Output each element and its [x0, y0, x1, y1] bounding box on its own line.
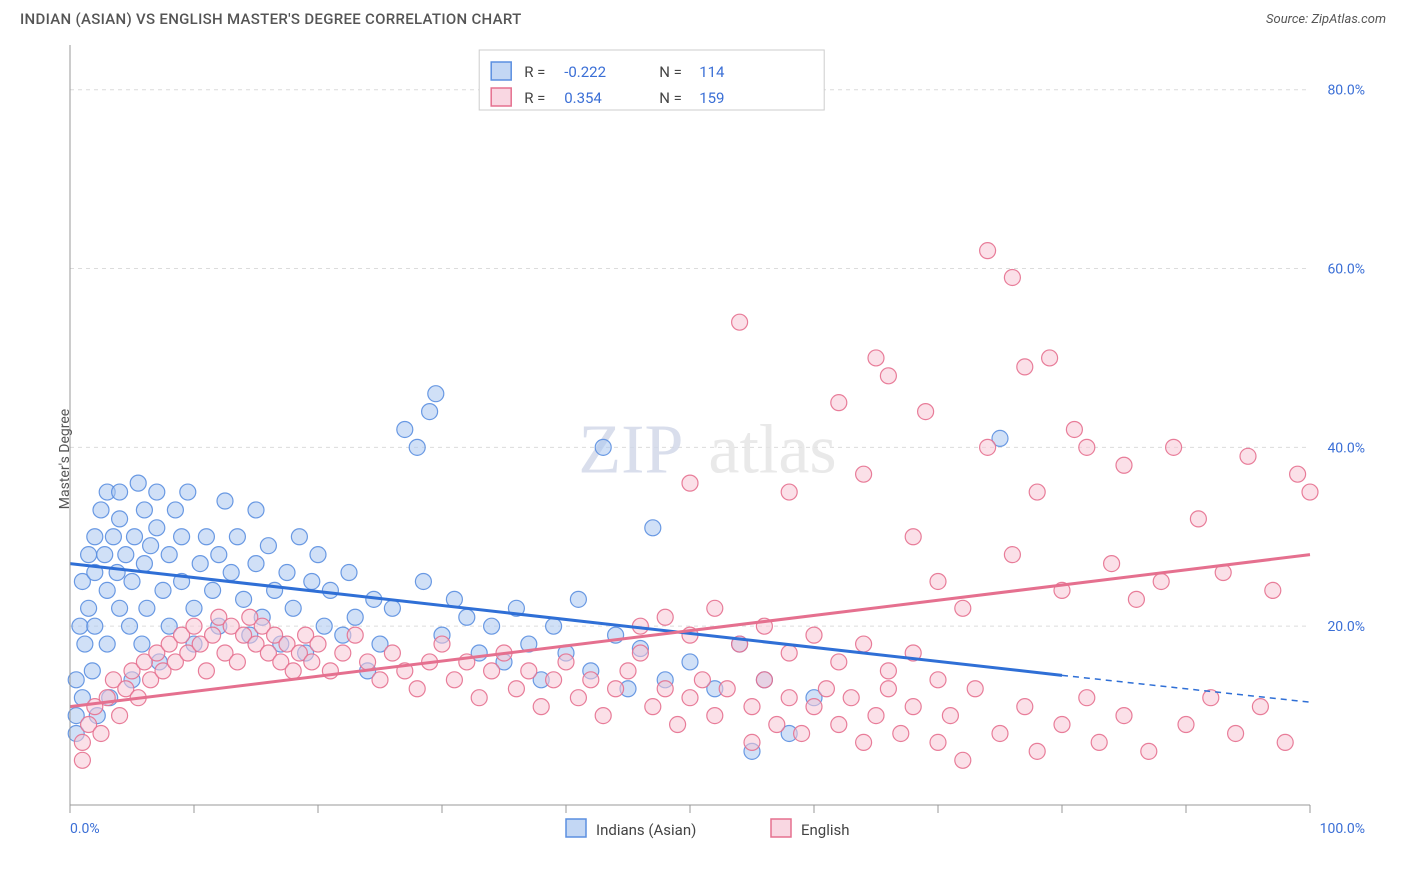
svg-text:English: English — [801, 821, 850, 839]
svg-text:80.0%: 80.0% — [1327, 83, 1365, 99]
svg-text:atlas: atlas — [708, 411, 836, 488]
source-link[interactable]: ZipAtlas.com — [1311, 12, 1386, 27]
y-axis-label: Master's Degree — [57, 408, 73, 508]
svg-text:159: 159 — [699, 89, 724, 107]
source-prefix: Source: — [1266, 12, 1311, 27]
svg-text:0.0%: 0.0% — [70, 821, 100, 837]
svg-text:0.354: 0.354 — [564, 89, 602, 107]
svg-text:R =: R = — [524, 89, 545, 107]
svg-text:100.0%: 100.0% — [1320, 821, 1365, 837]
svg-text:40.0%: 40.0% — [1327, 440, 1365, 456]
svg-text:N =: N = — [659, 89, 682, 107]
svg-text:60.0%: 60.0% — [1327, 262, 1365, 278]
svg-text:N =: N = — [659, 63, 682, 81]
source-credit: Source: ZipAtlas.com — [1266, 12, 1386, 27]
svg-text:20.0%: 20.0% — [1327, 619, 1365, 635]
svg-text:ZIP: ZIP — [578, 411, 683, 488]
svg-text:Indians (Asian): Indians (Asian) — [596, 821, 696, 839]
svg-text:R =: R = — [524, 63, 545, 81]
chart-title: INDIAN (ASIAN) VS ENGLISH MASTER'S DEGRE… — [20, 10, 522, 28]
svg-text:-0.222: -0.222 — [564, 63, 606, 81]
svg-text:114: 114 — [699, 63, 725, 81]
correlation-scatter-chart: 20.0% 40.0% 60.0% 80.0% ZIP atlas 0.0% 100.0% R … — [20, 45, 1386, 872]
